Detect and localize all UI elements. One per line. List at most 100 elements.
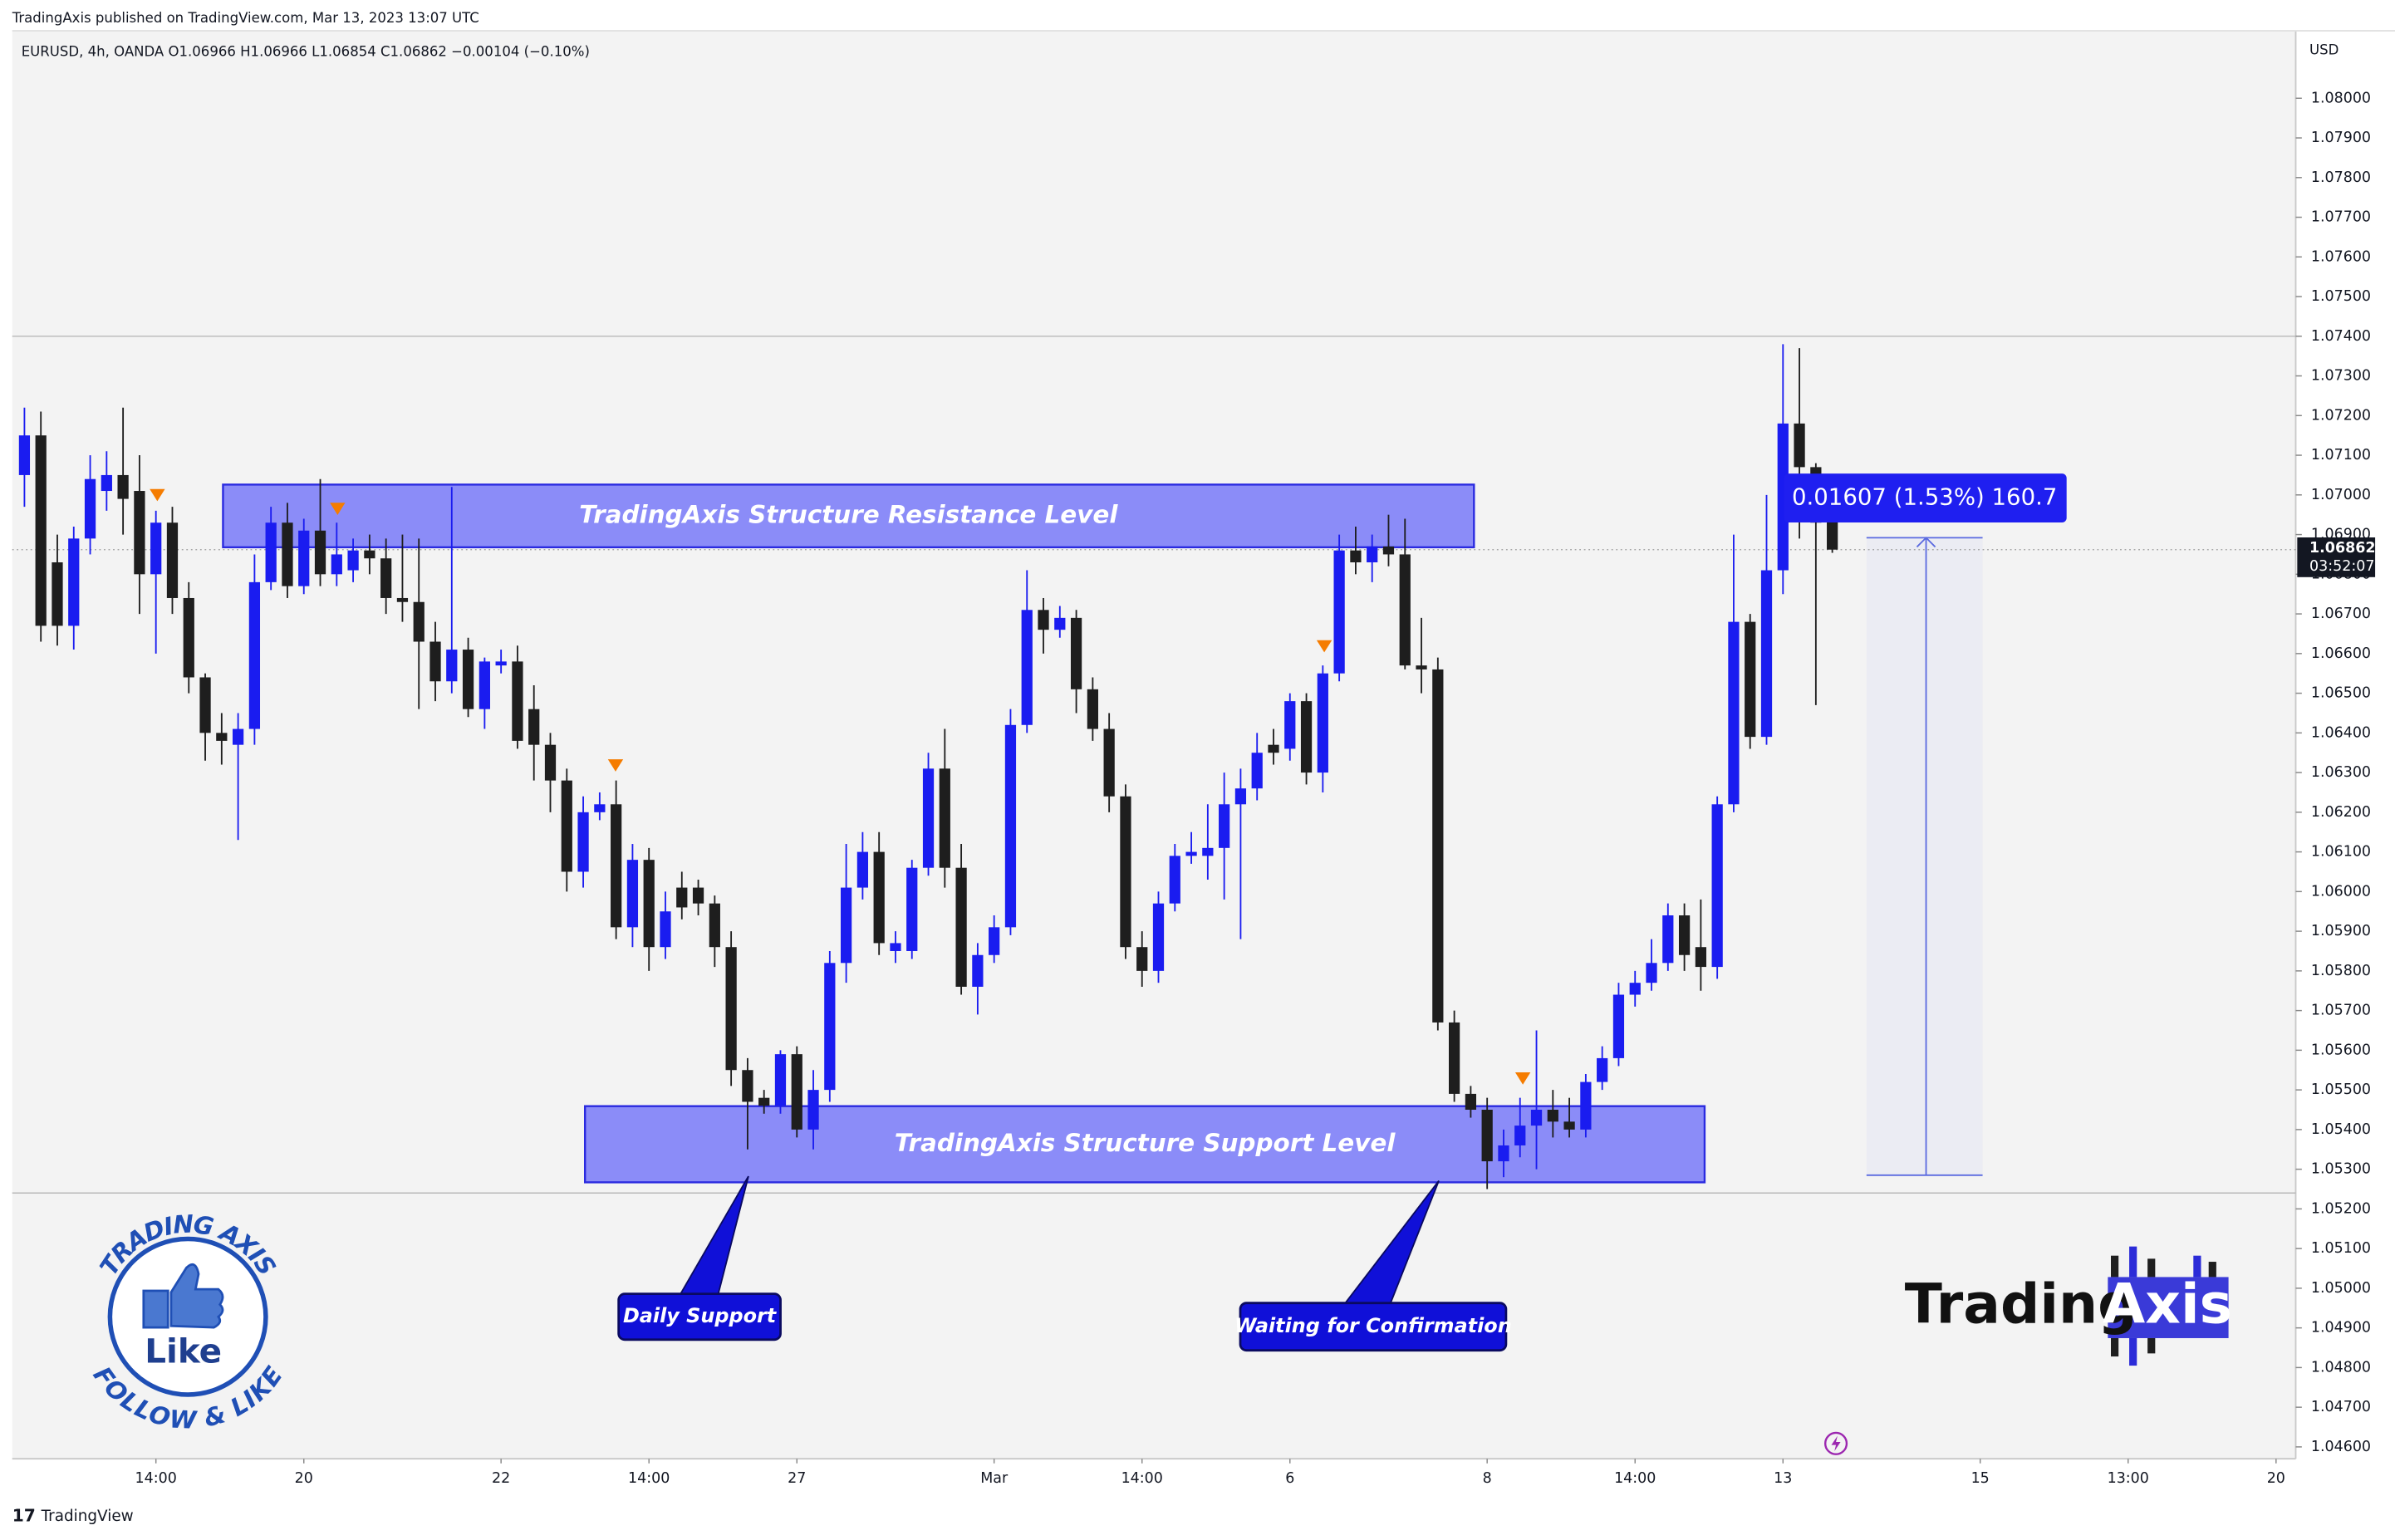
logo-text: Trading (1905, 1272, 2137, 1336)
candle-body (216, 733, 228, 741)
thumb-icon (169, 1263, 224, 1329)
candle-body (1399, 554, 1411, 666)
candle-body (1695, 947, 1706, 968)
candle-body (479, 661, 490, 709)
candle-body (1612, 994, 1625, 1058)
logo-candle (2208, 1262, 2216, 1278)
measure-label: 0.01607 (1.53%) 160.7 (1792, 483, 2057, 511)
last-price-label: 1.06862 (2309, 540, 2376, 557)
candle-body (380, 558, 392, 598)
y-tick-label: 1.05200 (2311, 1200, 2371, 1217)
thumb-icon (142, 1289, 169, 1329)
candle-body (676, 887, 688, 908)
y-tick-label: 1.04900 (2311, 1320, 2371, 1336)
candle-body (117, 474, 129, 499)
y-tick-label: 1.04700 (2311, 1399, 2371, 1415)
candle-body (1711, 804, 1723, 968)
logo-candle (2111, 1337, 2119, 1357)
y-tick-label: 1.05000 (2311, 1280, 2371, 1297)
y-tick-label: 1.07600 (2311, 248, 2371, 265)
candle-body (512, 661, 523, 741)
candle-body (84, 478, 96, 539)
badge-like: Like (145, 1331, 222, 1371)
callout-box (617, 1292, 782, 1341)
logo-box (2108, 1277, 2229, 1338)
logo-candle (2147, 1337, 2156, 1354)
candle-body (462, 650, 474, 709)
candle-body (1580, 1081, 1592, 1130)
candle-body (331, 554, 342, 575)
y-tick-label: 1.05900 (2311, 923, 2371, 939)
candle-body (1563, 1121, 1575, 1130)
candle-body (495, 661, 507, 666)
candle-body (248, 581, 261, 729)
candle-body (1234, 788, 1247, 805)
y-tick-label: 1.06500 (2311, 685, 2371, 702)
callout-label: Waiting for Confirmation (1234, 1314, 1512, 1337)
candle-body (890, 943, 901, 951)
candle-body (1300, 701, 1313, 773)
candle-body (742, 1070, 753, 1102)
y-tick-label: 1.06000 (2311, 883, 2371, 900)
candle-body (1333, 550, 1345, 674)
candle-body (1514, 1126, 1526, 1145)
candle-body (1678, 915, 1691, 955)
candle-body (561, 780, 572, 872)
candle-body (1745, 621, 1756, 738)
footer-text: TradingView (41, 1508, 134, 1525)
candle-body (1087, 689, 1098, 729)
y-tick-label: 1.04800 (2311, 1359, 2371, 1376)
candle-body (68, 538, 80, 626)
candle-body (1202, 847, 1214, 856)
footer-logo: 𝟭𝟳 TradingView (12, 1506, 134, 1526)
candle-body (1728, 621, 1740, 805)
brand-logo: Trading Axis (1905, 1246, 2232, 1366)
candle-body (1152, 903, 1165, 971)
candle-body (1794, 423, 1805, 468)
y-tick-label: 1.06100 (2311, 844, 2371, 861)
x-tick-label: Mar (980, 1470, 1009, 1487)
y-tick-label: 1.07400 (2311, 328, 2371, 345)
y-tick-label: 1.05700 (2311, 1003, 2371, 1019)
candle-body (955, 867, 967, 987)
candle-body (1498, 1145, 1509, 1162)
candle-body (166, 522, 179, 598)
last-price-tag (2297, 537, 2376, 577)
measure-area (1866, 537, 1983, 1175)
x-tick-label: 13 (1774, 1470, 1792, 1487)
y-tick-label: 1.06200 (2311, 804, 2371, 821)
y-tick-label: 1.07200 (2311, 407, 2371, 424)
candle-body (922, 768, 935, 868)
candle-body (873, 851, 885, 944)
candle-body (232, 728, 244, 745)
alert-icon (1823, 1431, 1848, 1455)
candle-body (18, 435, 31, 475)
candle-body (840, 887, 852, 964)
x-tick-label: 20 (2267, 1470, 2285, 1487)
x-tick-label: 13:00 (2108, 1470, 2149, 1487)
alert-circle (1823, 1431, 1848, 1455)
candle-body (577, 812, 589, 872)
footer-icon: 𝟭𝟳 (12, 1506, 36, 1526)
candle-body (413, 601, 425, 642)
y-tick-label: 1.06400 (2311, 724, 2371, 741)
candle-body (199, 677, 211, 733)
logo-candle (2193, 1255, 2201, 1278)
candle-body (1169, 856, 1180, 904)
candle-body (1448, 1022, 1460, 1094)
candle-body (692, 887, 704, 904)
y-tick-label: 1.05100 (2311, 1240, 2371, 1257)
y-tick-label: 1.07000 (2311, 487, 2371, 503)
candle-body (1662, 915, 1674, 964)
candle-body (1251, 753, 1263, 789)
candle-body (1530, 1109, 1543, 1126)
candle-body (101, 474, 112, 492)
candle-body (1777, 423, 1789, 571)
candle-body (1465, 1093, 1477, 1110)
y-tick-label: 1.07100 (2311, 447, 2371, 463)
x-tick-label: 27 (788, 1470, 806, 1487)
candle-body (1284, 701, 1296, 749)
candle-body (660, 911, 671, 948)
signal-marker (150, 488, 165, 502)
